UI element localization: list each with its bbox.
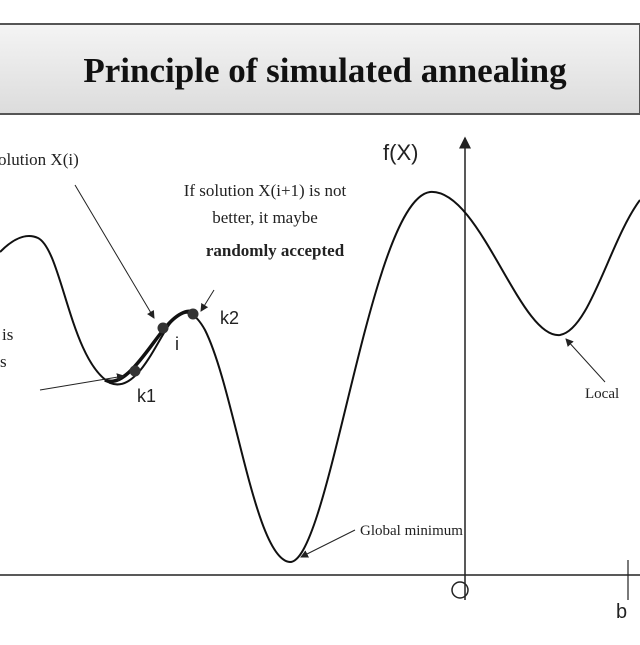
- annotation: olution X(i): [0, 150, 79, 169]
- annotation: is: [2, 325, 13, 344]
- arrow: [39, 373, 125, 391]
- point-label: k2: [220, 308, 239, 328]
- annotation: Local: [585, 386, 619, 402]
- title-bar: [0, 23, 640, 115]
- arrow: [74, 184, 155, 319]
- title: Principle of simulated annealing: [83, 51, 567, 90]
- b-label: b: [616, 601, 627, 623]
- origin-circle: [451, 581, 469, 599]
- point-label: k1: [137, 386, 156, 406]
- annotation: Global minimum: [360, 523, 463, 539]
- point-k2: [187, 308, 199, 320]
- annotation: s: [0, 352, 7, 371]
- arrow: [565, 338, 606, 383]
- annotation: If solution X(i+1) is not: [184, 181, 347, 200]
- point-k1: [129, 365, 141, 377]
- energy-curve: [0, 190, 640, 564]
- y-axis-label: f(X): [383, 140, 418, 165]
- annotation: randomly accepted: [206, 241, 345, 260]
- arrow: [300, 529, 356, 558]
- annotation: better, it maybe: [212, 208, 318, 227]
- point-i: [157, 322, 169, 334]
- arrow: [200, 289, 215, 312]
- point-label: i: [175, 334, 179, 354]
